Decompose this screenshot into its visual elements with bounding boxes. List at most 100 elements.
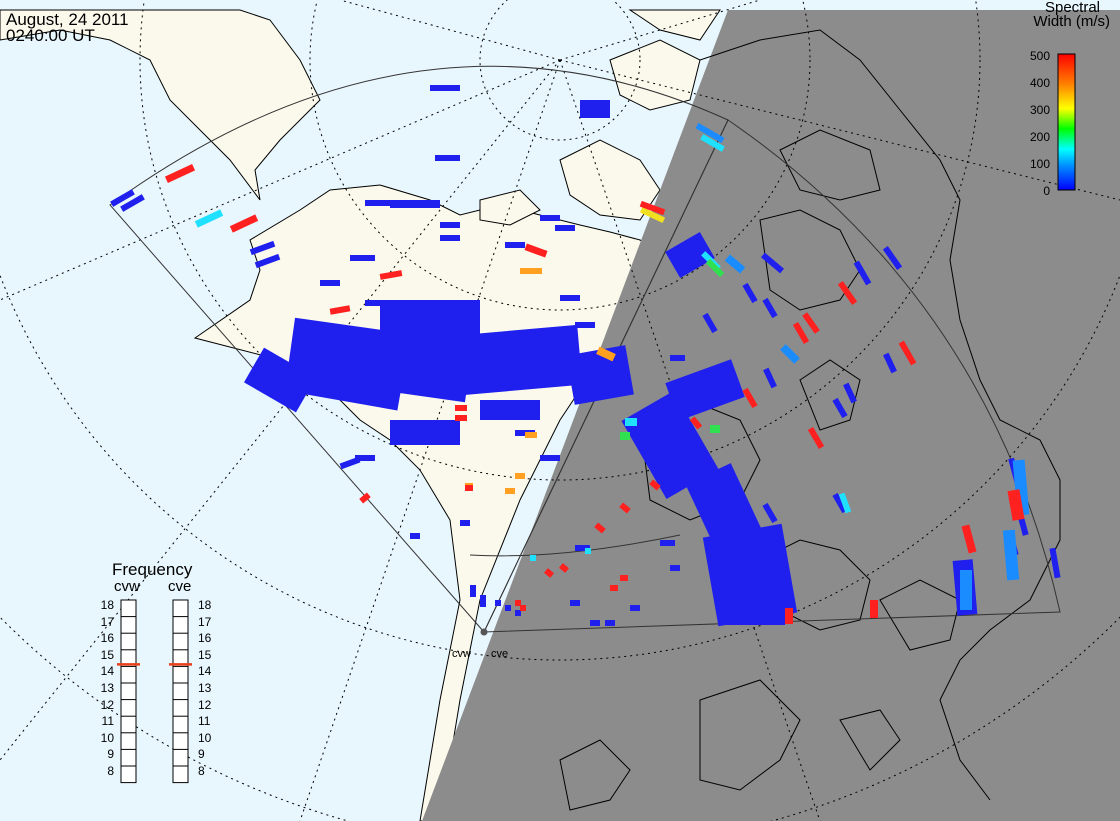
legend-title-1: Spectral [1044,0,1100,16]
echo-cell [465,485,473,491]
echo-cell [249,240,276,256]
echo-cell [379,270,403,280]
echo-cell [525,432,537,438]
echo-cell [670,565,680,571]
echo-cell [244,347,316,413]
echo-cell [480,595,486,607]
freq-level-15: 15 [100,647,114,662]
freq-level-15: 15 [198,647,212,662]
freq-level-18: 18 [100,598,114,612]
echo-cell [560,295,580,301]
echo-cell [665,232,715,278]
echo-cell [540,455,560,461]
echo-cell [670,355,685,361]
echo-cell [619,502,631,514]
echo-cell [742,282,758,304]
echo-cell [1002,529,1020,581]
radar-fov [109,65,1061,633]
echo-cell [620,432,630,440]
echo-cell [229,214,259,233]
radar-site-marker [480,628,488,636]
colorbar-tick-0: 0 [1043,184,1050,198]
echo-cell [544,568,554,578]
freq-level-16: 16 [100,631,114,646]
echo-cell [410,533,420,539]
echo-cell [390,200,440,208]
echo-cell [785,608,793,624]
echo-cell [457,324,583,396]
freq-level-8: 8 [107,764,114,778]
echo-cell [792,321,810,345]
echo-cell [724,254,746,274]
freq-level-14: 14 [198,664,212,679]
echo-cell [960,570,972,610]
echo-cell [515,473,525,479]
echo-cell [355,455,375,461]
echo-cell [710,425,720,433]
echo-cell [639,206,666,224]
echo-cell [555,225,575,231]
echo-cell [505,605,511,611]
echo-cell [254,253,281,269]
echo-cell [742,387,758,409]
echo-cell [320,280,340,286]
freq-level-18: 18 [198,598,212,612]
echo-cell [695,122,725,144]
echo-cell [350,255,375,261]
freq-level-17: 17 [100,614,114,629]
echo-cell [440,235,460,241]
echo-cell [762,502,778,524]
echo-cell [515,600,521,606]
echo-cell [515,610,521,616]
echo-cell [763,367,777,389]
echo-cell [359,492,371,504]
echo-cell [110,189,135,207]
echo-cell [838,492,852,514]
colorbar-tick-300: 300 [1029,103,1050,117]
echo-cell [837,281,858,305]
echo-cell [520,605,526,611]
echo-cell [882,246,903,270]
site-label-cvw: cvw [452,648,471,660]
echo-cell [762,297,778,319]
colorbar-tick-200: 200 [1029,130,1050,144]
site-label-cve: cve [491,648,509,660]
echo-cell [1049,547,1061,579]
colorbar [1057,53,1076,191]
echo-cell [596,346,616,362]
echo-cell [164,163,196,184]
echo-cell [590,620,600,626]
freq-level-11: 11 [101,714,114,729]
echo-cell [621,391,719,499]
echo-cell [570,600,580,606]
echo-cell [120,194,145,212]
echo-cell [705,258,725,278]
echo-cell [700,134,725,152]
echo-cell [480,400,540,420]
freq-level-14: 14 [100,664,114,679]
freq-column-cve [172,599,189,784]
time-label: 0240:00 UT [6,26,95,45]
freq-level-11: 11 [198,714,211,729]
echo-cell [566,345,634,405]
freq-level-10: 10 [198,730,212,745]
colorbar-tick-400: 400 [1029,76,1050,90]
echo-cell [505,242,525,248]
echo-cell [594,522,606,534]
echo-layer [110,85,1061,627]
echo-cell [702,312,718,334]
echo-cell [455,415,467,421]
echo-cell [660,540,675,546]
freq-radar-label-cve: cve [168,578,192,595]
freq-level-9: 9 [198,747,205,762]
echo-cell [495,600,501,606]
colorbar-tick-500: 500 [1029,49,1050,63]
echo-cell [540,215,560,221]
echo-cell [639,200,666,216]
echo-cell [298,371,402,411]
date-label: August, 24 2011 [6,10,129,29]
echo-cell [630,605,640,611]
freq-level-13: 13 [198,681,212,695]
echo-cell [883,352,897,374]
freq-level-13: 13 [100,681,114,695]
